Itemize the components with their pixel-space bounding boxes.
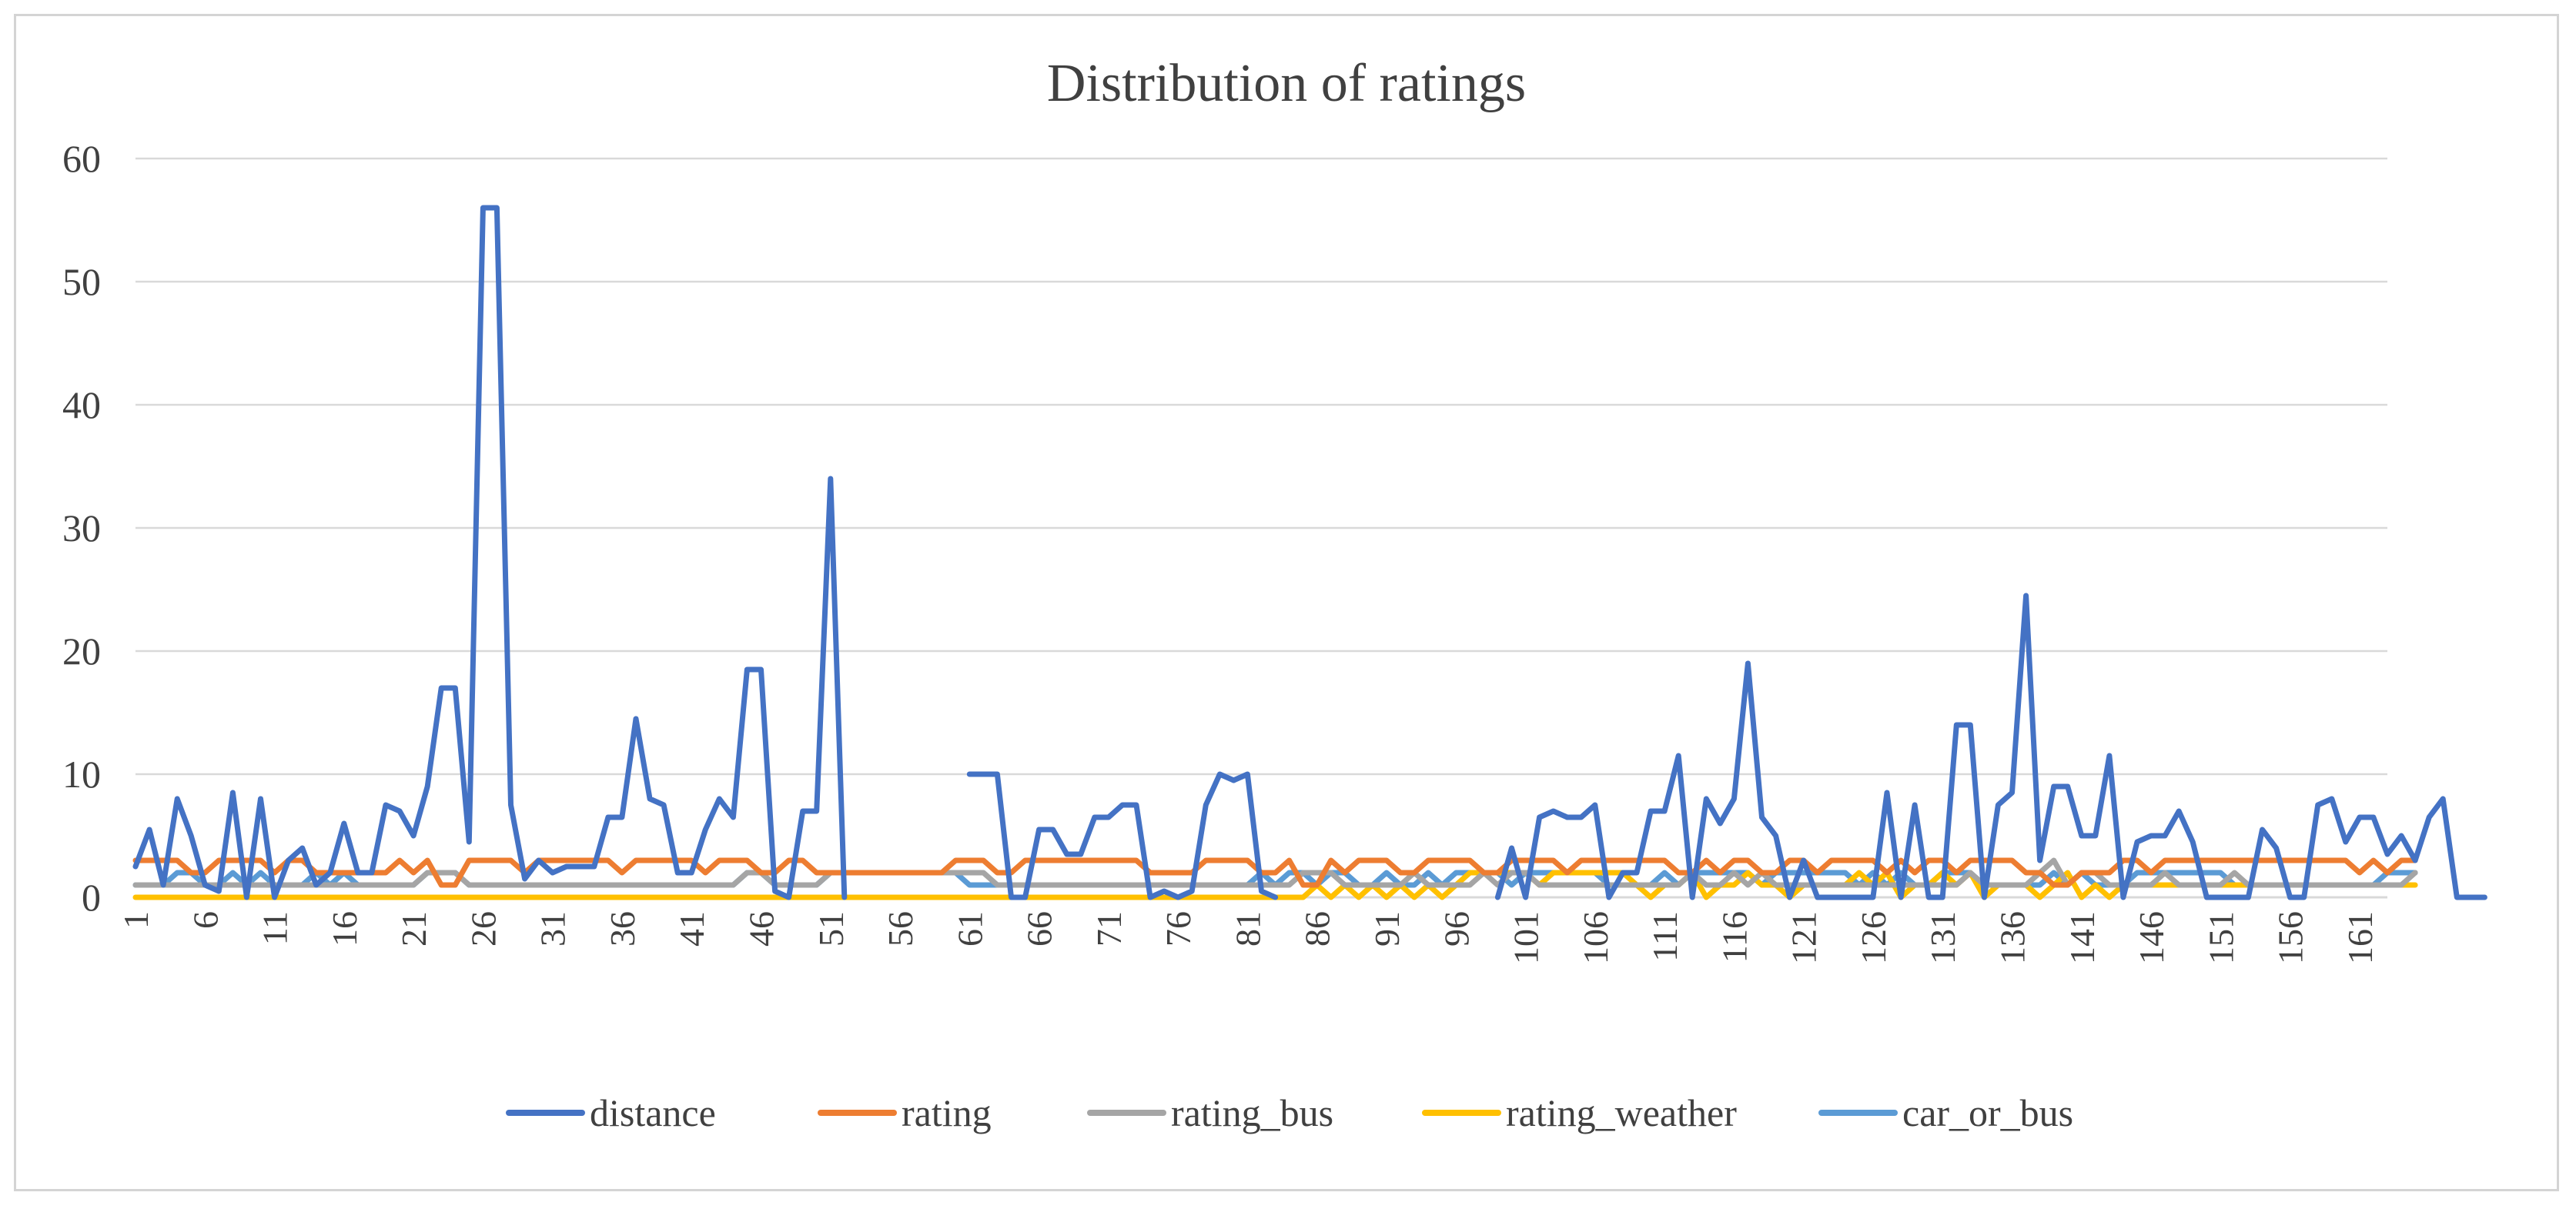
y-tick-label: 0 xyxy=(82,876,101,919)
legend: distance rating rating_bus rating_weather ca… xyxy=(506,1091,2073,1134)
x-tick-label: 146 xyxy=(2132,911,2171,964)
series-line-rating xyxy=(132,857,2418,888)
x-tick-label: 131 xyxy=(1923,911,1962,964)
x-tick-label: 66 xyxy=(1020,911,1059,947)
x-tick-label: 86 xyxy=(1298,911,1337,947)
x-tick-label: 1 xyxy=(116,911,156,929)
y-tick-label: 40 xyxy=(62,383,101,426)
x-tick-label: 111 xyxy=(1645,911,1684,962)
x-tick-label: 16 xyxy=(325,911,364,947)
x-tick-label: 151 xyxy=(2201,911,2240,964)
series-lines xyxy=(132,205,2487,900)
y-tick-label: 50 xyxy=(62,260,101,303)
x-tick-label: 126 xyxy=(1854,911,1893,964)
series-line-rating-bus xyxy=(132,857,2418,888)
x-tick-label: 56 xyxy=(881,911,920,947)
x-tick-label: 26 xyxy=(463,911,503,947)
x-tick-label: 96 xyxy=(1437,911,1476,947)
x-tick-label: 36 xyxy=(603,911,642,947)
legend-label: rating_bus xyxy=(1171,1091,1333,1134)
x-tick-label: 71 xyxy=(1089,911,1129,947)
y-tick-label: 30 xyxy=(62,506,101,549)
y-tick-label: 60 xyxy=(62,137,101,180)
x-tick-label: 11 xyxy=(256,911,295,945)
x-tick-label: 61 xyxy=(950,911,989,947)
series-line-distance xyxy=(132,205,2487,900)
x-tick-label: 46 xyxy=(742,911,781,947)
x-tick-label: 91 xyxy=(1367,911,1407,947)
legend-label: car_or_bus xyxy=(1902,1091,2073,1134)
x-tick-label: 156 xyxy=(2271,911,2310,964)
x-tick-label: 101 xyxy=(1507,911,1546,964)
y-tick-label: 10 xyxy=(62,753,101,796)
gridlines xyxy=(135,157,2387,899)
y-axis-ticks: 0 10 20 30 40 50 60 xyxy=(62,137,101,919)
x-tick-label: 51 xyxy=(811,911,851,947)
x-tick-label: 106 xyxy=(1576,911,1615,964)
legend-label: distance xyxy=(590,1091,716,1134)
x-axis-ticks: 1 6 11 16 21 26 31 36 41 46 51 56 61 66 71 76 81 86 91 96 10… xyxy=(116,911,2380,964)
x-tick-label: 81 xyxy=(1228,911,1267,947)
x-tick-label: 121 xyxy=(1785,911,1824,964)
x-tick-label: 31 xyxy=(534,911,573,947)
y-tick-label: 20 xyxy=(62,630,101,673)
x-tick-label: 161 xyxy=(2340,911,2380,964)
legend-label: rating_weather xyxy=(1506,1091,1737,1134)
x-tick-label: 116 xyxy=(1715,911,1754,963)
x-tick-label: 136 xyxy=(1993,911,2032,964)
legend-label: rating xyxy=(902,1091,992,1134)
x-tick-label: 76 xyxy=(1159,911,1198,947)
chart-title: Distribution of ratings xyxy=(1047,54,1526,113)
x-tick-label: 6 xyxy=(186,911,225,929)
x-tick-label: 141 xyxy=(2062,911,2102,964)
x-tick-label: 41 xyxy=(672,911,711,947)
x-tick-label: 21 xyxy=(394,911,433,947)
